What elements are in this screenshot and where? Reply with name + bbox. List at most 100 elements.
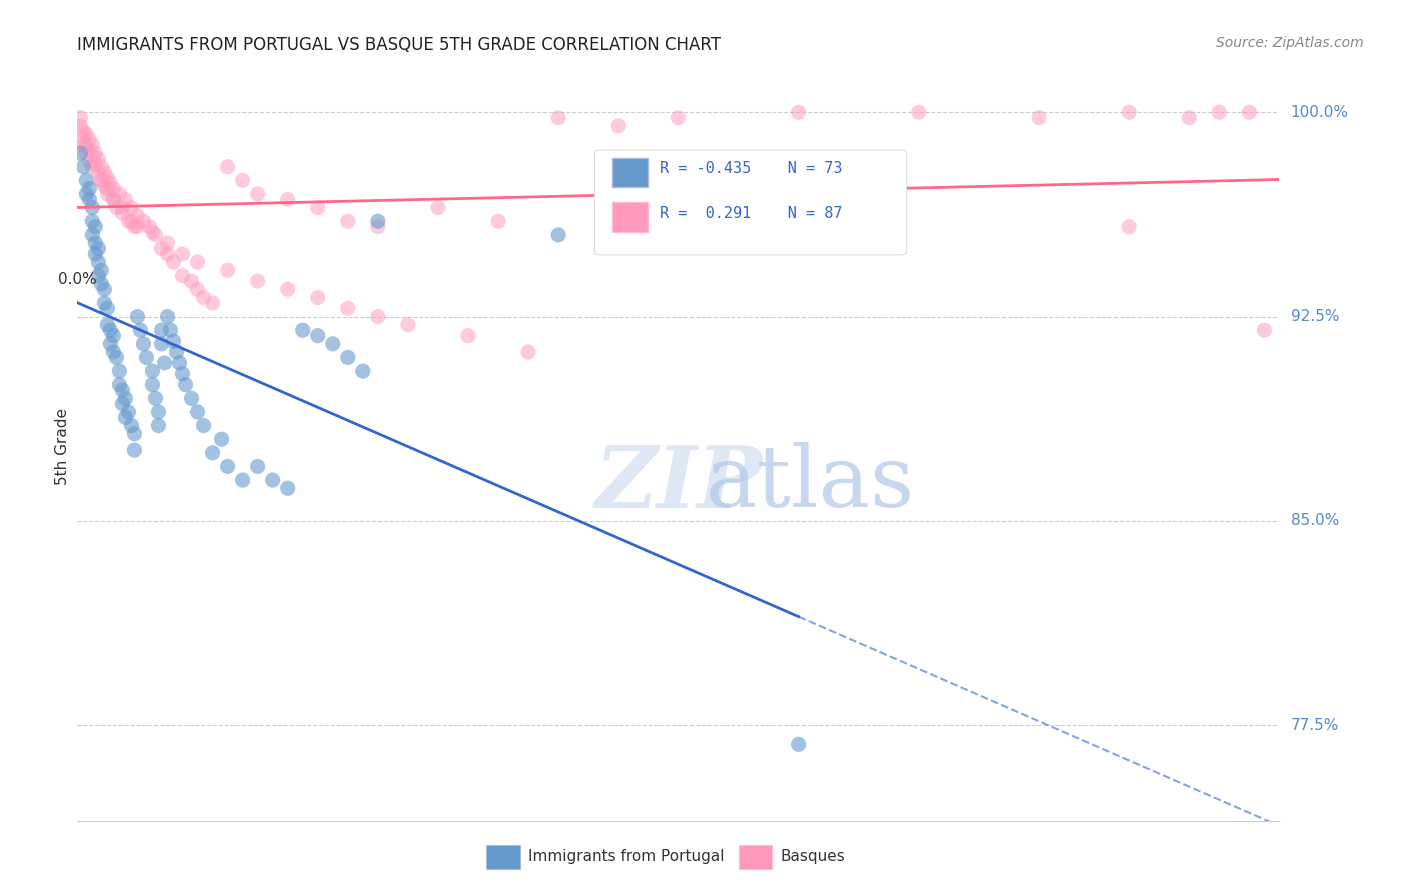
Point [1118, 219, 1140, 234]
Point [336, 214, 359, 228]
Point [787, 105, 810, 120]
Point [120, 418, 142, 433]
Point [427, 201, 450, 215]
Point [150, 336, 173, 351]
Point [174, 377, 197, 392]
Point [159, 323, 181, 337]
Point [145, 392, 167, 406]
Point [72, 160, 94, 174]
Point [103, 345, 125, 359]
Point [193, 291, 215, 305]
Point [129, 323, 152, 337]
Point [84, 219, 107, 234]
Point [277, 282, 299, 296]
Text: atlas: atlas [706, 442, 915, 525]
Point [787, 737, 810, 751]
Text: 77.5%: 77.5% [1291, 718, 1339, 732]
Point [124, 219, 146, 234]
Point [322, 336, 344, 351]
Point [96, 170, 118, 185]
Point [90, 173, 112, 187]
Point [150, 323, 173, 337]
Point [103, 193, 125, 207]
Point [217, 263, 239, 277]
FancyBboxPatch shape [612, 202, 648, 233]
Point [607, 119, 630, 133]
Point [82, 201, 104, 215]
Point [396, 318, 419, 332]
Point [108, 377, 131, 392]
Text: 100.0%: 100.0% [1291, 104, 1348, 120]
Point [100, 336, 122, 351]
Point [72, 124, 94, 138]
Point [336, 301, 359, 316]
Point [277, 193, 299, 207]
Point [141, 377, 163, 392]
Point [908, 105, 931, 120]
Y-axis label: 5th Grade: 5th Grade [55, 408, 70, 484]
Text: 85.0%: 85.0% [1291, 514, 1339, 528]
Point [1028, 111, 1050, 125]
Point [277, 481, 299, 495]
Point [90, 160, 112, 174]
Text: 0.0%: 0.0% [58, 272, 97, 287]
Point [93, 178, 115, 193]
Point [166, 345, 188, 359]
Text: ZIP: ZIP [595, 442, 762, 525]
Point [307, 201, 329, 215]
Point [79, 193, 101, 207]
Point [114, 392, 136, 406]
Point [82, 227, 104, 242]
Point [111, 397, 134, 411]
Point [72, 132, 94, 146]
FancyBboxPatch shape [738, 846, 772, 870]
Point [162, 255, 184, 269]
Point [127, 310, 149, 324]
Point [96, 181, 118, 195]
Point [72, 137, 94, 152]
Point [127, 209, 149, 223]
Point [148, 418, 170, 433]
Point [90, 277, 112, 291]
Point [117, 405, 139, 419]
FancyBboxPatch shape [486, 846, 520, 870]
Point [1239, 105, 1261, 120]
Point [103, 328, 125, 343]
Point [246, 186, 269, 201]
Point [262, 473, 284, 487]
Point [96, 186, 118, 201]
Point [75, 127, 97, 141]
Point [100, 176, 122, 190]
Point [307, 291, 329, 305]
Point [111, 383, 134, 397]
Point [817, 186, 839, 201]
Point [87, 255, 110, 269]
Point [82, 149, 104, 163]
Point [127, 219, 149, 234]
Point [108, 186, 131, 201]
Point [82, 214, 104, 228]
Point [172, 268, 194, 283]
Text: R =  0.291    N = 87: R = 0.291 N = 87 [661, 206, 842, 221]
Point [93, 296, 115, 310]
Point [90, 173, 112, 187]
Point [141, 225, 163, 239]
Point [246, 459, 269, 474]
Point [87, 152, 110, 166]
Point [87, 242, 110, 256]
Point [82, 137, 104, 152]
Text: IMMIGRANTS FROM PORTUGAL VS BASQUE 5TH GRADE CORRELATION CHART: IMMIGRANTS FROM PORTUGAL VS BASQUE 5TH G… [77, 36, 721, 54]
Point [138, 219, 160, 234]
Point [84, 247, 107, 261]
Point [132, 336, 155, 351]
Point [105, 351, 128, 365]
Point [111, 206, 134, 220]
Point [69, 111, 91, 125]
Point [84, 146, 107, 161]
Point [201, 446, 224, 460]
Point [135, 351, 157, 365]
Point [307, 328, 329, 343]
Point [246, 274, 269, 288]
Point [517, 345, 540, 359]
Text: 92.5%: 92.5% [1291, 310, 1339, 324]
